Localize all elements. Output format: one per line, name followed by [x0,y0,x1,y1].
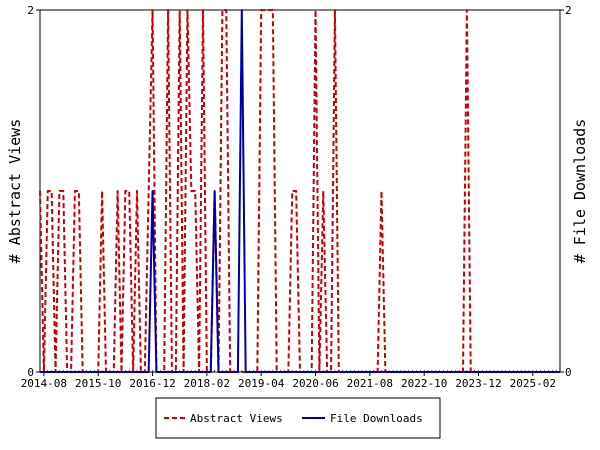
y-axis-left-title: # Abstract Views [6,119,24,264]
data-point-abstract-views [125,190,127,192]
x-tick-label: 2023-12 [455,377,501,390]
data-point-abstract-views [322,190,324,192]
data-point-file-downloads [241,9,243,11]
data-point-abstract-views [74,190,76,192]
x-tick-label: 2020-06 [292,377,338,390]
data-point-abstract-views [152,9,154,11]
data-point-abstract-views [225,9,227,11]
data-point-abstract-views [272,9,274,11]
data-point-abstract-views [264,9,266,11]
data-point-file-downloads [152,190,154,192]
series-layer [39,9,561,373]
data-point-file-downloads [218,371,220,373]
data-point-abstract-views [268,9,270,11]
data-point-abstract-views [51,190,53,192]
data-point-abstract-views [167,9,169,11]
data-point-abstract-views [187,9,189,11]
legend-label-file-downloads: File Downloads [330,412,423,425]
x-tick-label: 2018-02 [184,377,230,390]
y-axis-right-title: # File Downloads [571,119,589,264]
data-point-abstract-views [59,190,61,192]
x-tick-label: 2019-04 [238,377,285,390]
data-point-abstract-views [128,190,130,192]
y-right-tick-label: 0 [565,366,572,379]
data-point-file-downloads [214,190,216,192]
data-point-abstract-views [260,9,262,11]
data-point-abstract-views [101,190,103,192]
data-point-abstract-views [136,190,138,192]
data-point-file-downloads [148,371,150,373]
data-point-abstract-views [381,190,383,192]
data-point-abstract-views [295,190,297,192]
data-point-abstract-views [148,190,150,192]
y-right-tick-label: 2 [565,4,572,17]
data-point-abstract-views [117,190,119,192]
x-tick-label: 2021-08 [347,377,393,390]
data-point-abstract-views [315,9,317,11]
data-point-abstract-views [241,371,243,373]
series-line-file-downloads [40,9,560,373]
data-point-abstract-views [222,9,224,11]
data-point-abstract-views [179,9,181,11]
data-point-abstract-views [39,190,41,192]
data-point-abstract-views [191,190,193,192]
x-tick-label: 2016-12 [129,377,175,390]
data-point-abstract-views [466,9,468,11]
x-tick-label: 2014-08 [21,377,67,390]
data-point-abstract-views [202,9,204,11]
data-point-abstract-views [62,190,64,192]
y-left-tick-label: 2 [27,4,34,17]
data-point-file-downloads [39,371,41,373]
legend-box [155,397,441,439]
y-left-tick-label: 0 [27,366,34,379]
data-point-abstract-views [78,190,80,192]
data-point-file-downloads [237,371,239,373]
data-point-abstract-views [291,190,293,192]
data-point-abstract-views [47,190,49,192]
x-tick-label: 2025-02 [510,377,556,390]
data-point-file-downloads [559,371,561,373]
data-point-file-downloads [156,371,158,373]
y-axis-ticks: 0 2 0 2 [27,4,571,379]
x-tick-label: 2015-10 [75,377,121,390]
data-point-file-downloads [210,371,212,373]
data-point-file-downloads [245,371,247,373]
legend-label-abstract-views: Abstract Views [190,412,283,425]
data-point-abstract-views [194,190,196,192]
x-tick-label: 2022-10 [401,377,447,390]
legend: Abstract Views File Downloads [155,397,441,439]
data-point-abstract-views [334,9,336,11]
